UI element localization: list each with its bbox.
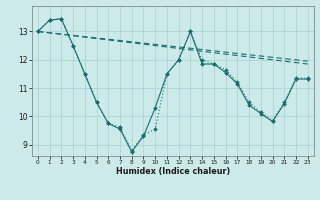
X-axis label: Humidex (Indice chaleur): Humidex (Indice chaleur) (116, 167, 230, 176)
